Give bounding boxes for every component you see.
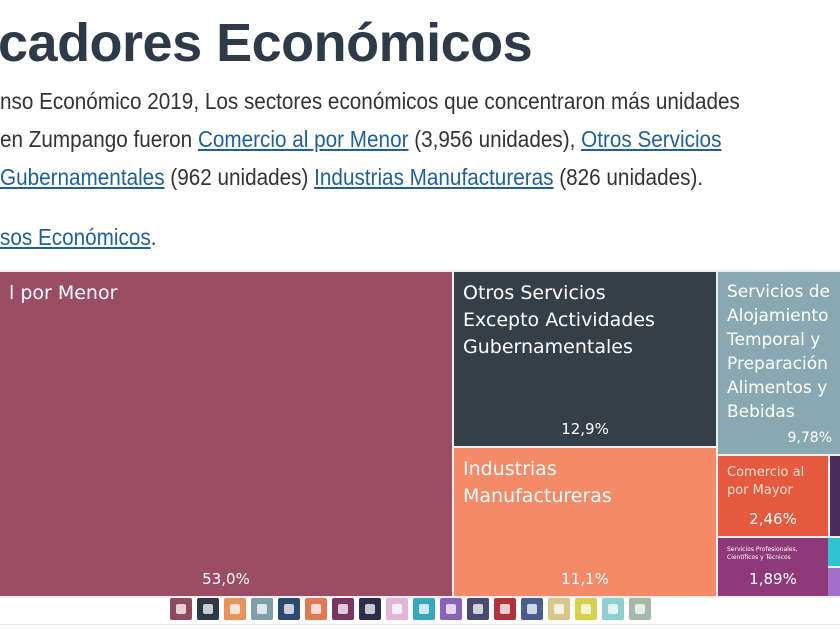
link-censos[interactable]: sos Económicos [0,224,151,250]
treemap-cell-label: Industrias Manufactureras [463,458,612,507]
paragraph-line-1: nso Económico 2019, Los sectores económi… [0,88,740,115]
treemap-cell-label: Comercio al por Mayor [727,465,805,498]
tools-icon[interactable] [197,598,219,620]
music-icon[interactable] [413,598,435,620]
document-icon[interactable] [386,598,408,620]
treemap-cell-value: 2,46% [749,510,797,528]
construction-cone-icon[interactable] [548,598,570,620]
retail-bag-icon[interactable] [170,598,192,620]
treemap-cell-value: 1,89% [749,570,797,588]
treemap-cell[interactable] [828,568,840,596]
text: (3,956 unidades), [408,126,582,152]
treemap-cell-label: l por Menor [9,282,118,304]
warehouse-icon[interactable] [305,598,327,620]
paragraph-line-2: en Zumpango fueron Comercio al por Menor… [0,126,721,153]
factory-icon[interactable] [224,598,246,620]
professional-icon[interactable] [332,598,354,620]
treemap-cell-value: 9,78% [787,430,832,446]
text: (962 unidades) [164,164,315,190]
treemap-cell[interactable]: Servicios Profesionales, Científicos y T… [718,538,828,596]
link-comercio-menor[interactable]: Comercio al por Menor [197,126,409,152]
treemap-cell-value: 12,9% [561,420,609,438]
page-title: cadores Económicos [0,13,533,73]
truck-icon[interactable] [494,598,516,620]
treemap-cell[interactable] [828,538,840,566]
treemap-chart: l por Menor 53,0% Otros Servicios Excepto … [0,270,840,598]
agriculture-icon[interactable] [629,598,651,620]
text: . [150,224,157,250]
treemap-cell[interactable] [830,456,840,536]
treemap-cell-value: 53,0% [202,570,250,588]
treemap-cell[interactable]: Industrias Manufactureras 11,1% [454,448,716,596]
plug-icon[interactable] [602,598,624,620]
treemap-cell-label: Otros Servicios Excepto Actividades Gube… [463,282,655,358]
heart-icon[interactable] [278,598,300,620]
treemap-cell-value: 11,1% [561,570,609,588]
treemap-cell[interactable]: Comercio al por Mayor 2,46% [718,456,828,536]
treemap-cell[interactable]: l por Menor 53,0% [0,272,452,596]
link-industrias[interactable]: Industrias Manufactureras [314,164,554,190]
treemap-cell[interactable]: Servicios de Alojamiento Temporal y Prep… [718,272,840,454]
lightbulb-icon[interactable] [575,598,597,620]
hotel-icon[interactable] [251,598,273,620]
text: nso Económico 2019, Los sectores económi… [0,88,740,114]
sector-icon-bar [170,598,651,620]
treemap-cell[interactable]: Otros Servicios Excepto Actividades Gube… [454,272,716,446]
paragraph-line-4: sos Económicos. [0,224,156,251]
real-estate-icon[interactable] [440,598,462,620]
treemap-cell-label: Servicios Profesionales, Científicos y T… [727,546,798,561]
divider [0,624,840,625]
link-otros-servicios[interactable]: Otros Servicios [581,126,722,152]
text: en Zumpango fueron [0,126,198,152]
text: (826 unidades). [553,164,704,190]
paragraph-line-3: Gubernamentales (962 unidades) Industria… [0,164,703,191]
link-gubernamentales[interactable]: Gubernamentales [0,164,165,190]
media-icon[interactable] [521,598,543,620]
treemap-cell-label: Servicios de Alojamiento Temporal y Prep… [727,282,831,422]
money-bag-icon[interactable] [467,598,489,620]
briefcase-icon[interactable] [359,598,381,620]
